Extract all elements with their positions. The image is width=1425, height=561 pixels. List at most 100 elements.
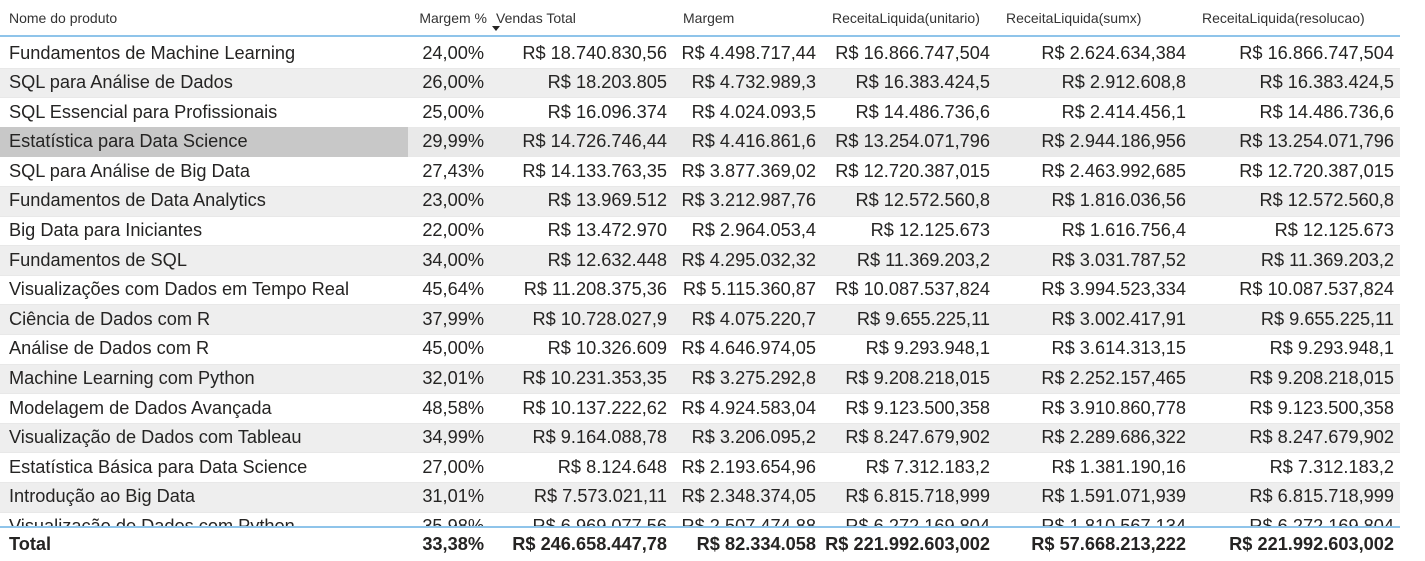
column-header-nome-do-produto[interactable]: Nome do produto <box>9 10 118 26</box>
cell-receitaliquida-sumx: R$ 2.463.992,685 <box>1041 160 1186 181</box>
cell-product-name[interactable]: Fundamentos de Machine Learning <box>9 42 296 63</box>
cell-vendas-total: R$ 16.096.374 <box>547 101 667 122</box>
cell-receitaliquida-resolucao: R$ 12.572.560,8 <box>1259 190 1395 211</box>
cell-receitaliquida-unitario: R$ 9.208.218,015 <box>845 368 990 389</box>
cell-receitaliquida-sumx: R$ 1.616.756,4 <box>1061 220 1186 241</box>
table-row[interactable]: SQL para Análise de Dados 26,00% R$ 18.203… <box>0 68 1400 99</box>
cell-product-name[interactable]: Estatística Básica para Data Science <box>9 456 308 477</box>
cell-receitaliquida-resolucao: R$ 11.369.203,2 <box>1260 249 1394 270</box>
table-row[interactable]: Visualizações com Dados em Tempo Real 45,… <box>0 275 1400 306</box>
cell-receitaliquida-unitario: R$ 14.486.736,6 <box>855 101 991 122</box>
cell-product-name[interactable]: Estatística para Data Science <box>0 127 408 157</box>
cell-product-name[interactable]: Ciência de Dados com R <box>9 308 211 329</box>
cell-margem-percent: 32,01% <box>422 368 484 389</box>
column-header-vendas-total[interactable]: Vendas Total <box>490 0 673 35</box>
cell-receitaliquida-sumx: R$ 1.381.190,16 <box>1051 456 1187 477</box>
cell-receitaliquida-sumx: R$ 3.994.523,334 <box>1041 279 1186 300</box>
cell-product-name[interactable]: Modelagem de Dados Avançada <box>9 397 272 418</box>
cell-receitaliquida-sumx: R$ 2.912.608,8 <box>1061 72 1186 93</box>
cell-product-name[interactable]: SQL para Análise de Dados <box>9 72 233 93</box>
cell-product-name[interactable]: Fundamentos de Data Analytics <box>9 190 266 211</box>
sort-descending-icon <box>492 26 500 31</box>
cell-product-name[interactable]: Visualização de Dados com Tableau <box>9 427 302 448</box>
cell-receitaliquida-unitario: R$ 12.720.387,015 <box>835 160 990 181</box>
cell-receitaliquida-sumx: R$ 2.624.634,384 <box>1041 42 1186 63</box>
cell-receitaliquida-unitario: R$ 7.312.183,2 <box>865 456 990 477</box>
cell-vendas-total: R$ 14.133.763,35 <box>522 160 667 181</box>
cell-product-name[interactable]: SQL Essencial para Profissionais <box>9 101 278 122</box>
cell-product-name[interactable]: Fundamentos de SQL <box>9 249 187 270</box>
cell-receitaliquida-resolucao: R$ 6.815.718,999 <box>1249 486 1394 507</box>
cell-margem: R$ 4.498.717,44 <box>681 42 817 63</box>
cell-margem-percent: 22,00% <box>422 220 484 241</box>
total-vendas-total: R$ 246.658.447,78 <box>512 534 667 554</box>
cell-receitaliquida-unitario: R$ 6.272.169,804 <box>845 516 990 526</box>
cell-margem: R$ 4.024.093,5 <box>691 101 816 122</box>
cell-product-name[interactable]: Visualização de Dados com Python <box>9 516 295 526</box>
table-row[interactable]: Fundamentos de Data Analytics 23,00% R$ 13… <box>0 186 1400 217</box>
cell-receitaliquida-unitario: R$ 8.247.679,902 <box>845 427 990 448</box>
table-row[interactable]: Machine Learning com Python 32,01% R$ 10.2… <box>0 364 1400 395</box>
column-header-margem[interactable]: Margem <box>683 10 735 26</box>
cell-margem: R$ 3.275.292,8 <box>691 368 816 389</box>
cell-receitaliquida-unitario: R$ 10.087.537,824 <box>835 279 990 300</box>
cell-product-name[interactable]: Visualizações com Dados em Tempo Real <box>9 279 350 300</box>
column-header-receitaliquida-sumx[interactable]: ReceitaLiquida(sumx) <box>1006 10 1142 26</box>
cell-vendas-total: R$ 13.472.970 <box>547 220 667 241</box>
cell-margem: R$ 3.877.369,02 <box>681 160 817 181</box>
table-row[interactable]: Visualização de Dados com Tableau 34,99% R… <box>0 423 1400 454</box>
cell-receitaliquida-unitario: R$ 9.123.500,358 <box>845 397 990 418</box>
cell-receitaliquida-resolucao: R$ 9.655.225,11 <box>1260 308 1394 329</box>
table-row[interactable]: Introdução ao Big Data 31,01% R$ 7.573.021… <box>0 482 1400 513</box>
table-row[interactable]: SQL Essencial para Profissionais 25,00% R$… <box>0 98 1400 128</box>
cell-receitaliquida-sumx: R$ 2.944.186,956 <box>1041 131 1186 152</box>
table-row[interactable]: Estatística para Data Science 29,99% R$ 14… <box>0 127 1400 158</box>
cell-receitaliquida-resolucao: R$ 14.486.736,6 <box>1259 101 1395 122</box>
cell-product-name[interactable]: Machine Learning com Python <box>9 368 255 389</box>
column-header-receitaliquida-unitario[interactable]: ReceitaLiquida(unitario) <box>832 10 980 26</box>
cell-vendas-total: R$ 14.726.746,44 <box>522 131 667 152</box>
table-row[interactable]: Visualização de Dados com Python 35,98% R$… <box>0 512 1400 526</box>
total-receitaliquida-resolucao: R$ 221.992.603,002 <box>1229 534 1394 554</box>
cell-receitaliquida-sumx: R$ 2.289.686,322 <box>1041 427 1186 448</box>
column-header-margem-percent[interactable]: Margem % <box>419 10 487 26</box>
table-row[interactable]: Big Data para Iniciantes 22,00% R$ 13.472.… <box>0 216 1400 247</box>
cell-receitaliquida-unitario: R$ 6.815.718,999 <box>845 486 990 507</box>
table-row[interactable]: SQL para Análise de Big Data 27,43% R$ 14.… <box>0 157 1400 187</box>
cell-receitaliquida-resolucao: R$ 16.383.424,5 <box>1259 72 1395 93</box>
table-row[interactable]: Estatística Básica para Data Science 27,0… <box>0 453 1400 483</box>
table-row[interactable]: Análise de Dados com R 45,00% R$ 10.326.60… <box>0 334 1400 365</box>
column-header-receitaliquida-resolucao[interactable]: ReceitaLiquida(resolucao) <box>1202 10 1365 26</box>
cell-margem-percent: 34,00% <box>422 249 484 270</box>
cell-product-name[interactable]: Análise de Dados com R <box>9 338 210 359</box>
cell-receitaliquida-unitario: R$ 13.254.071,796 <box>835 131 990 152</box>
cell-product-name[interactable]: SQL para Análise de Big Data <box>9 160 250 181</box>
cell-margem: R$ 2.348.374,05 <box>681 486 817 507</box>
table-row[interactable]: Fundamentos de Machine Learning 24,00% R$ … <box>0 39 1400 69</box>
cell-margem-percent: 37,99% <box>422 308 484 329</box>
cell-margem-percent: 26,00% <box>422 72 484 93</box>
cell-margem-percent: 45,00% <box>422 338 484 359</box>
cell-product-name[interactable]: Big Data para Iniciantes <box>9 220 203 241</box>
table-row[interactable]: Ciência de Dados com R 37,99% R$ 10.728.02… <box>0 305 1400 335</box>
cell-margem: R$ 2.193.654,96 <box>681 456 817 477</box>
cell-margem: R$ 4.646.974,05 <box>681 338 817 359</box>
cell-margem: R$ 4.075.220,7 <box>691 308 816 329</box>
table-row[interactable]: Fundamentos de SQL 34,00% R$ 12.632.448 R$ … <box>0 246 1400 276</box>
cell-margem: R$ 4.295.032,32 <box>681 249 817 270</box>
table-row[interactable]: Modelagem de Dados Avançada 48,58% R$ 10.1… <box>0 394 1400 424</box>
total-receitaliquida-sumx: R$ 57.668.213,222 <box>1031 534 1186 554</box>
cell-margem-percent: 48,58% <box>422 397 484 418</box>
cell-receitaliquida-unitario: R$ 9.293.948,1 <box>865 338 990 359</box>
cell-receitaliquida-resolucao: R$ 13.254.071,796 <box>1239 131 1394 152</box>
cell-receitaliquida-sumx: R$ 3.031.787,52 <box>1051 249 1187 270</box>
cell-product-name[interactable]: Introdução ao Big Data <box>9 486 196 507</box>
cell-receitaliquida-sumx: R$ 1.810.567,134 <box>1041 516 1186 526</box>
table-body[interactable]: Fundamentos de Machine Learning 24,00% R$ … <box>0 39 1400 526</box>
cell-receitaliquida-resolucao: R$ 16.866.747,504 <box>1239 42 1394 63</box>
cell-margem-percent: 31,01% <box>422 486 484 507</box>
cell-margem-percent: 23,00% <box>422 190 484 211</box>
cell-margem-percent: 27,43% <box>422 160 484 181</box>
cell-receitaliquida-resolucao: R$ 8.247.679,902 <box>1249 427 1394 448</box>
